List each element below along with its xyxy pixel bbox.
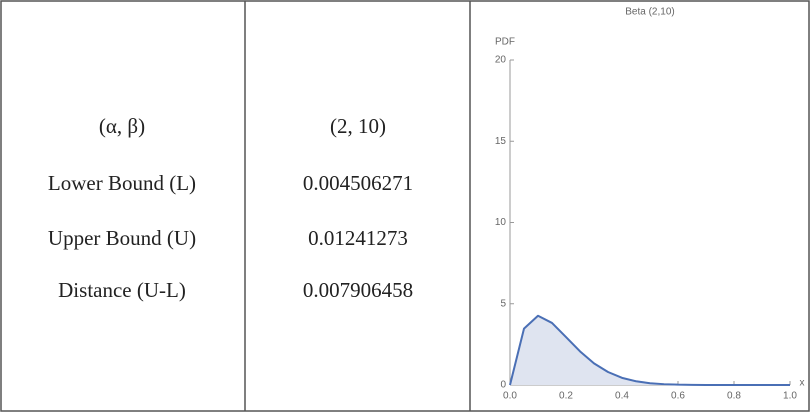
row-label: Lower Bound (L) [48, 171, 196, 195]
row-label: (α, β) [99, 114, 145, 138]
y-axis-label: PDF [495, 37, 515, 48]
chart-title: Beta (2,10) [625, 7, 674, 18]
x-tick-label: 0.0 [503, 391, 517, 402]
row-value: 0.004506271 [303, 171, 413, 195]
y-tick-label: 0 [500, 380, 506, 391]
row-value: 0.01241273 [308, 226, 408, 250]
row-label: Distance (U-L) [58, 278, 186, 302]
y-tick-label: 10 [495, 217, 507, 228]
row-label: Upper Bound (U) [48, 226, 196, 250]
y-tick-label: 5 [500, 298, 506, 309]
x-axis-label: x [800, 378, 805, 389]
x-tick-label: 0.8 [727, 391, 741, 402]
x-tick-label: 0.6 [671, 391, 685, 402]
pdf-line [509, 314, 790, 386]
y-tick-label: 15 [495, 136, 507, 147]
y-tick-label: 20 [495, 55, 507, 66]
area-fill [510, 315, 790, 385]
row-value: 0.007906458 [303, 278, 413, 302]
x-tick-label: 1.0 [783, 391, 797, 402]
x-tick-label: 0.2 [559, 391, 573, 402]
row-value: (2, 10) [330, 114, 386, 138]
x-tick-label: 0.4 [615, 391, 629, 402]
